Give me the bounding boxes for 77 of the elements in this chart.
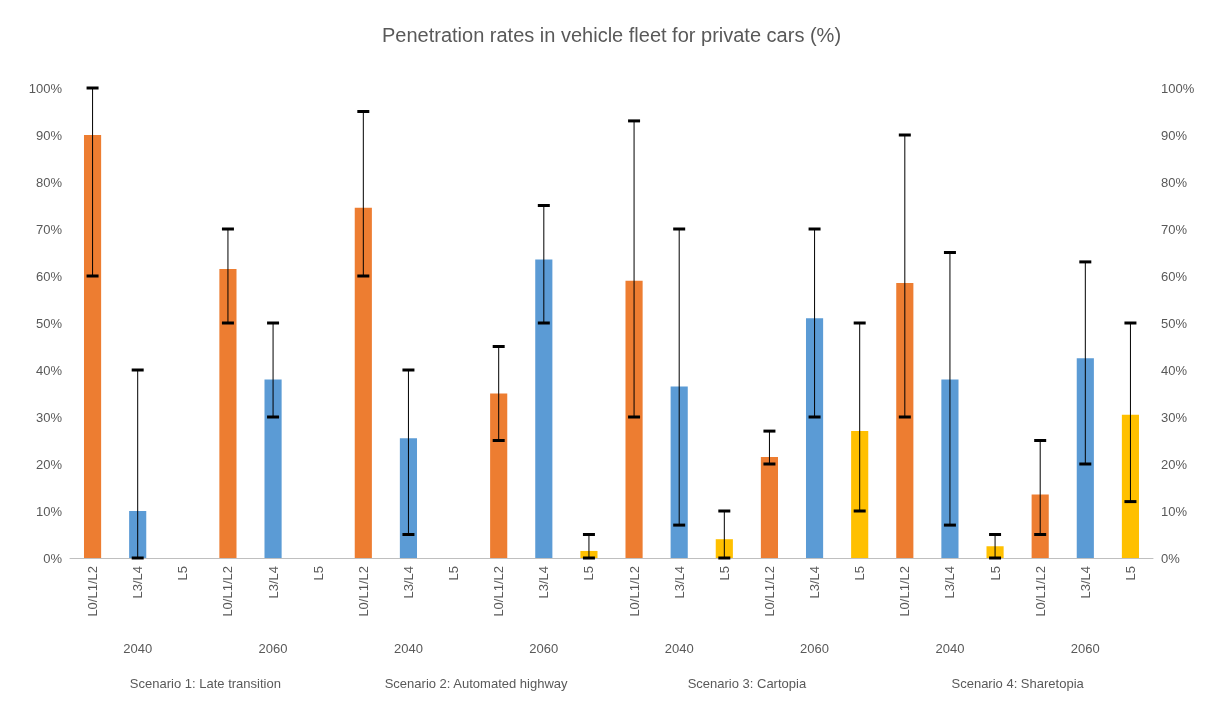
y-tick-label: 100% [28, 80, 63, 96]
y2-tick-label: 0% [1161, 550, 1181, 566]
x-tick-label: L0/L1/L2 [85, 566, 101, 617]
y2-tick-label: 70% [1161, 221, 1188, 237]
bar [490, 393, 508, 558]
x-tick-label: L5 [175, 566, 191, 581]
x-tick-label: L3/L4 [942, 566, 958, 599]
bar [896, 283, 914, 558]
text: Scenario 3: Cartopia [687, 675, 807, 691]
y-tick-label: 90% [35, 127, 63, 143]
text: Scenario 4: Sharetopia [951, 675, 1085, 691]
text: 2060 [1070, 640, 1100, 656]
x-tick-label: L0/L1/L2 [626, 566, 642, 617]
x-tick-label: L3/L4 [1077, 566, 1093, 599]
bar [129, 511, 147, 558]
bar [851, 431, 869, 558]
y-tick-label: 40% [35, 362, 63, 378]
bar [219, 268, 237, 558]
y2-tick-label: 40% [1161, 362, 1188, 378]
y-tick-label: 20% [35, 456, 63, 472]
bar [1076, 358, 1094, 558]
bar [354, 207, 372, 558]
x-tick-label: L3/L4 [671, 566, 687, 599]
bar [1031, 494, 1049, 558]
y-tick-label: 0% [43, 550, 63, 566]
bar [1121, 414, 1140, 558]
x-tick-label: L3/L4 [130, 566, 146, 599]
x-tick-label: L5 [310, 566, 326, 581]
y-tick-label: 50% [35, 315, 63, 331]
y2-tick-label: 100% [1161, 80, 1195, 96]
x-tick-label: L3/L4 [807, 566, 823, 599]
y-tick-label: 60% [35, 268, 63, 284]
y2-tick-label: 10% [1161, 503, 1188, 519]
x-tick-label: L0/L1/L2 [1032, 566, 1048, 617]
chart-title: Penetration rates in vehicle fleet for private cars (%) [381, 24, 842, 46]
y2-tick-label: 20% [1161, 456, 1188, 472]
text: 2040 [123, 640, 153, 656]
y2-tick-label: 80% [1161, 174, 1188, 190]
bar [399, 438, 418, 558]
bar [264, 379, 282, 558]
bar [670, 386, 688, 558]
bar [625, 280, 643, 558]
text: 2040 [935, 640, 965, 656]
x-tick-label: L5 [852, 566, 868, 581]
y2-tick-label: 30% [1161, 409, 1188, 425]
text: 2060 [529, 640, 559, 656]
x-tick-label: L5 [987, 566, 1003, 581]
y2-tick-label: 50% [1161, 315, 1188, 331]
x-tick-label: L5 [581, 566, 597, 581]
y2-tick-label: 90% [1161, 127, 1188, 143]
x-tick-label: L5 [716, 566, 732, 581]
text: 2040 [664, 640, 694, 656]
x-tick-label: L0/L1/L2 [761, 566, 777, 617]
x-tick-label: L3/L4 [400, 566, 416, 599]
x-tick-label: L3/L4 [265, 566, 281, 599]
x-tick-label: L5 [1122, 566, 1138, 581]
text: 2060 [258, 640, 288, 656]
x-tick-label: L0/L1/L2 [897, 566, 913, 617]
x-tick-label: L0/L1/L2 [491, 566, 507, 617]
text: 2060 [800, 640, 830, 656]
x-tick-label: L0/L1/L2 [355, 566, 371, 617]
y-tick-label: 30% [35, 409, 63, 425]
bar [760, 456, 779, 558]
x-tick-label: L3/L4 [536, 566, 552, 599]
text: 2040 [393, 640, 423, 656]
bar [715, 539, 733, 558]
y2-tick-label: 60% [1161, 268, 1188, 284]
bar [805, 318, 824, 558]
text: Scenario 2: Automated highway [384, 675, 569, 691]
y-tick-label: 10% [35, 503, 63, 519]
bar [83, 135, 102, 558]
x-tick-label: L0/L1/L2 [220, 566, 236, 617]
bar [535, 259, 553, 558]
text: Scenario 1: Late transition [129, 675, 281, 691]
x-tick-label: L5 [446, 566, 462, 581]
y-tick-label: 80% [35, 174, 63, 190]
y-tick-label: 70% [35, 221, 63, 237]
